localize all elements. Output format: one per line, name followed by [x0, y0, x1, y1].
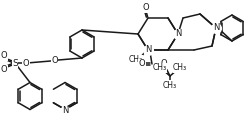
Text: O: O: [139, 59, 145, 69]
Text: O: O: [143, 4, 149, 12]
Text: N: N: [213, 24, 219, 33]
Text: O: O: [161, 59, 167, 69]
Text: CH₃: CH₃: [173, 64, 187, 72]
Text: N: N: [62, 106, 68, 115]
Text: O: O: [1, 66, 7, 74]
Text: CH₃: CH₃: [163, 81, 177, 89]
Text: O: O: [1, 52, 7, 60]
Text: N: N: [145, 45, 151, 55]
Text: S: S: [12, 58, 18, 68]
Text: CH₃: CH₃: [129, 55, 143, 65]
Text: O: O: [23, 58, 29, 68]
Text: CH₃: CH₃: [153, 64, 167, 72]
Text: N: N: [175, 29, 181, 39]
Text: O: O: [51, 56, 58, 65]
